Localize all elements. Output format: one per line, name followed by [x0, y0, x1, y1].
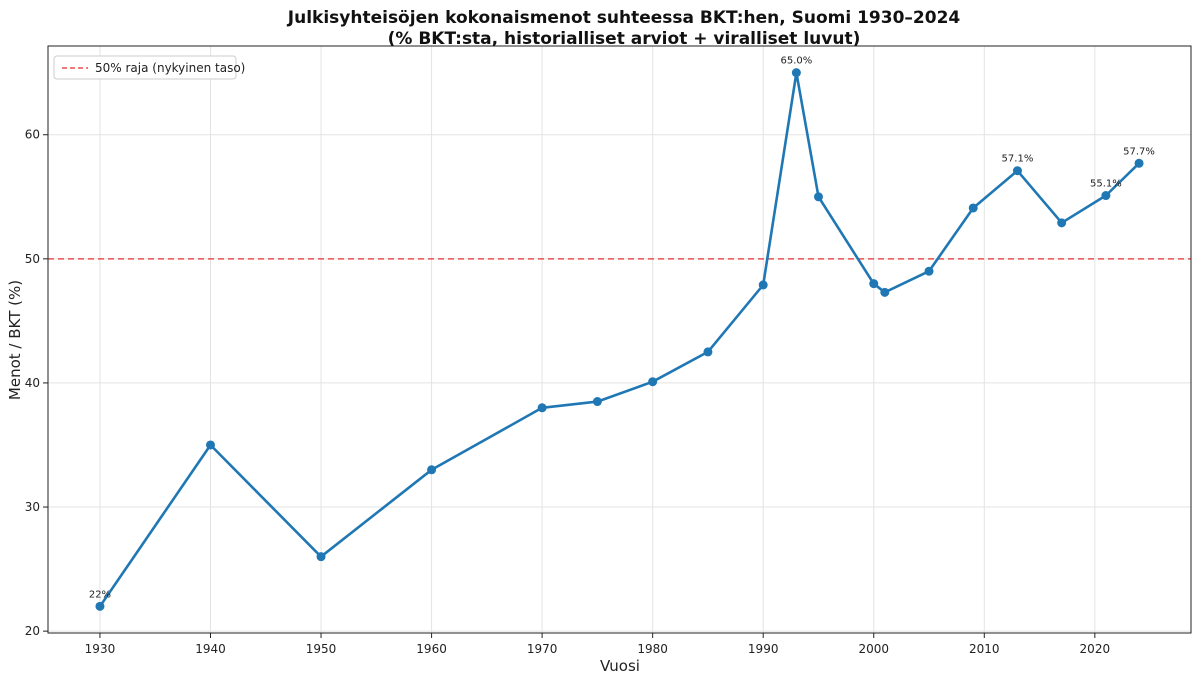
x-tick-label: 1990 — [748, 642, 779, 656]
data-point — [1101, 191, 1111, 201]
x-axis-label: Vuosi — [600, 657, 640, 675]
series-line — [98, 71, 1140, 608]
data-point — [758, 280, 768, 290]
data-point — [703, 347, 713, 357]
legend-label: 50% raja (nykyinen taso) — [95, 61, 245, 75]
data-point — [791, 68, 801, 78]
data-label: 57.1% — [1002, 154, 1034, 165]
y-tick-label: 60 — [25, 128, 40, 142]
x-tick-label: 1960 — [416, 642, 447, 656]
data-label: 65.0% — [780, 56, 812, 67]
x-tick-label: 2000 — [858, 642, 889, 656]
data-point — [95, 601, 105, 611]
data-point — [968, 203, 978, 213]
data-point — [869, 279, 879, 289]
plot-frame — [47, 45, 1192, 634]
data-point — [1134, 158, 1144, 168]
data-point — [1057, 218, 1067, 228]
data-point — [427, 465, 437, 475]
data-point — [1012, 166, 1022, 176]
data-point — [924, 266, 934, 276]
x-tick-label: 2020 — [1080, 642, 1111, 656]
data-point — [813, 192, 823, 202]
x-tick-label: 2010 — [969, 642, 1000, 656]
data-point — [205, 440, 215, 450]
legend: 50% raja (nykyinen taso) — [53, 55, 245, 80]
chart-subtitle: (% BKT:sta, historialliset arviot + vira… — [388, 29, 861, 49]
annotations-group: 22% 65.0% 57.1% 55.1% 57.7% — [89, 56, 1155, 601]
y-tick-label: 40 — [25, 376, 40, 390]
chart-title: Julkisyhteisöjen kokonaismenot suhteessa… — [287, 8, 961, 28]
data-point — [316, 552, 326, 562]
x-tick-label: 1940 — [195, 642, 226, 656]
y-tick-label: 20 — [25, 624, 40, 638]
legend-box — [53, 55, 237, 80]
x-tick-label: 1950 — [306, 642, 337, 656]
data-label: 57.7% — [1123, 146, 1155, 157]
x-tick-label: 1980 — [637, 642, 668, 656]
y-tick-label: 50 — [25, 252, 40, 266]
data-point — [592, 397, 602, 407]
x-tick-label: 1970 — [527, 642, 558, 656]
y-axis-ticks: 20 30 40 50 60 — [25, 128, 48, 638]
data-label: 22% — [89, 589, 111, 600]
x-axis-ticks: 1930 1940 1950 1960 1970 1980 1990 2000 2010 2020 — [85, 633, 1110, 656]
y-axis-label: Menot / BKT (%) — [6, 280, 24, 400]
data-point — [648, 377, 658, 387]
data-point — [537, 403, 547, 413]
data-label: 55.1% — [1090, 179, 1122, 190]
series-group — [95, 68, 1144, 611]
y-tick-label: 30 — [25, 500, 40, 514]
x-tick-label: 1930 — [85, 642, 116, 656]
grid — [48, 46, 1191, 633]
data-point — [880, 287, 890, 297]
